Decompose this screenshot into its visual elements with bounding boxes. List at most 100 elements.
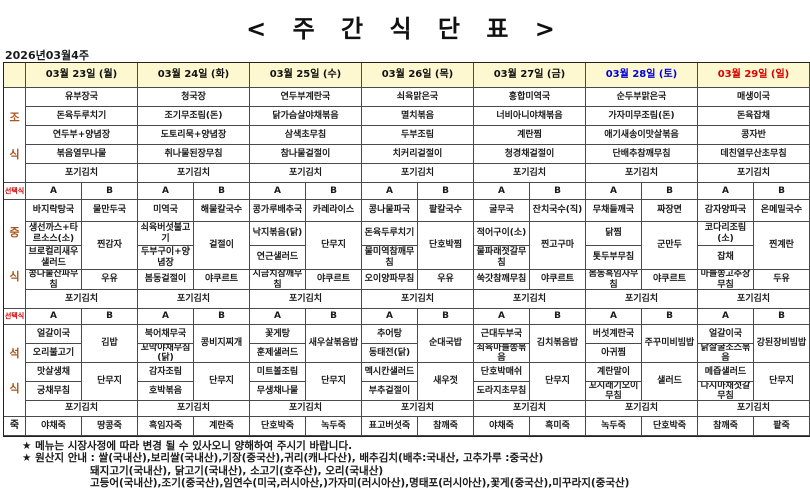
- lunch-b-item: 온메밀국수: [754, 200, 810, 222]
- breakfast-item: 가자미무조림(돈): [586, 107, 698, 126]
- lunch-option-a: 감자양파국 코다리조림(소) 잡채 마늘쫑고추장무침: [698, 200, 754, 290]
- dinner-a-item: 감자조림: [138, 363, 194, 382]
- porridge-row: 단호박죽 녹두죽: [250, 417, 362, 436]
- lunch-option-a: 콩가루배추국 낙지볶음(닭) 연근샐러드 시금치참깨무침: [250, 200, 306, 290]
- lunch-a-item: 콩나물잔파무침: [26, 270, 82, 290]
- breakfast-item: 너비아니야채볶음: [474, 107, 586, 126]
- lunch-a-item: 시금치참깨무침: [250, 270, 306, 290]
- lunch-a-item: 감자양파국: [698, 200, 754, 222]
- dinner-a-item: 오리불고기: [26, 344, 82, 363]
- lunch-a-item: 낙지볶음(닭): [250, 222, 306, 246]
- porridge-item: 야채죽: [26, 417, 82, 436]
- breakfast-item: 포기김치: [250, 164, 362, 183]
- porridge-item: 참깨죽: [418, 417, 474, 436]
- lunch-a-item: 적어구이(소): [474, 222, 530, 246]
- breakfast-item: 포기김치: [26, 164, 138, 183]
- option-a-label: A: [250, 309, 306, 325]
- day-header: 03월 26일 (목): [362, 63, 474, 88]
- option-b-label: B: [530, 309, 586, 325]
- lunch-b-item: 우유: [82, 270, 138, 290]
- select-meal-label-dinner: 선택식: [4, 309, 26, 325]
- dinner-block: 북어채무국 꼬막야채무침(닭) 감자조림 호박볶음 콩비지찌개 단무지: [138, 325, 250, 401]
- lunch-option-a: 굴무국 적어구이(소) 물파래젓갈무침 쑥갓참깨무침: [474, 200, 530, 290]
- lunch-a-item: 물미역참깨무침: [362, 246, 418, 270]
- breakfast-item: 유부장국: [26, 88, 138, 107]
- day-header: 03월 27일 (금): [474, 63, 586, 88]
- dinner-option-a: 추어탕 동태전(닭) 멕시칸샐러드 부추겉절이: [362, 325, 418, 401]
- row-header-lunch: 중 식: [4, 200, 26, 309]
- porridge-item: 야채죽: [474, 417, 530, 436]
- lunch-b-item: 찐고구마: [530, 222, 586, 270]
- day-column-2: 03월 24일 (화) 청국장 조기무조림(돈) 도토리묵+양념장 취나물된장무침 포기김…: [138, 63, 250, 436]
- dinner-b-item: 단무지: [82, 363, 138, 401]
- row-header-dinner: 석 식: [4, 325, 26, 417]
- lunch-b-item: 겉절이: [194, 222, 250, 270]
- breakfast-item: 삼색초무침: [250, 126, 362, 145]
- lunch-a-item: 쇠육버섯불고기: [138, 222, 194, 246]
- lunch-a-item: 연근샐러드: [250, 246, 306, 270]
- breakfast-label-top: 조: [9, 110, 20, 124]
- note-origin-line1: ★ 원산지 안내 : 쌀(국내산),보리쌀(국내산),기장(중국산),귀리(캐나…: [22, 452, 544, 465]
- option-b-label: B: [754, 309, 810, 325]
- lunch-kimchi: 포기김치: [698, 290, 810, 309]
- lunch-block: 미역국 쇠육버섯불고기 두부구이+양념장 봄동겉절이 해물칼국수 겉절이 야쿠르트: [138, 200, 250, 290]
- lunch-b-item: 야쿠르트: [642, 270, 698, 290]
- dinner-option-a: 얼갈이국 오리불고기 맛살생채 궁채무침: [26, 325, 82, 401]
- lunch-kimchi: 포기김치: [250, 290, 362, 309]
- dinner-option-b: 콩비지찌개 단무지: [194, 325, 250, 401]
- lunch-block: 콩가루배추국 낙지볶음(닭) 연근샐러드 시금치참깨무침 카레라이스 단무지 야쿠르트: [250, 200, 362, 290]
- porridge-item: 표고버섯죽: [362, 417, 418, 436]
- breakfast-item: 포기김치: [586, 164, 698, 183]
- day-header: 03월 29일 (일): [698, 63, 810, 88]
- dinner-a-item: 맛살생채: [26, 363, 82, 382]
- breakfast-item: 두부조림: [362, 126, 474, 145]
- breakfast-item: 도토리묵+양념장: [138, 126, 250, 145]
- option-b-label: B: [194, 183, 250, 200]
- lunch-kimchi: 포기김치: [26, 290, 138, 309]
- option-a-label: A: [698, 183, 754, 200]
- option-b-label: B: [530, 183, 586, 200]
- option-a-label: A: [698, 309, 754, 325]
- option-a-label: A: [474, 183, 530, 200]
- breakfast-item: 순두부맑은국: [586, 88, 698, 107]
- row-header-column: 조 식 선택식 중 식 선택식 석 식 죽: [4, 63, 26, 436]
- day-column-1: 03월 23일 (월) 유부장국 돈육두루치기 연두부+양념장 볶음열무나물 포기김치 A B…: [26, 63, 138, 436]
- breakfast-item: 취나물된장무침: [138, 145, 250, 164]
- dinner-a-item: 호박볶음: [138, 382, 194, 401]
- lunch-a-item: 무채들깨국: [586, 200, 642, 222]
- lunch-b-item: 물만두국: [82, 200, 138, 222]
- row-header-porridge: 죽: [4, 417, 26, 436]
- lunch-option-b: 물만두국 찐감자 우유: [82, 200, 138, 290]
- breakfast-item: 돈육두루치기: [26, 107, 138, 126]
- lunch-b-item: 단무지: [306, 222, 362, 270]
- weekly-menu-table: 조 식 선택식 중 식 선택식 석 식 죽 03월 23일 (월) 유부장국 돈육두…: [3, 62, 810, 437]
- dinner-kimchi: 포기김치: [138, 401, 250, 417]
- lunch-b-item: 야쿠르트: [530, 270, 586, 290]
- day-column-6: 03월 28일 (토) 순두부맑은국 가자미무조림(돈) 애기새송이맛살볶음 단배추참깨…: [586, 63, 698, 436]
- dinner-a-item: 아귀찜: [586, 344, 642, 363]
- dinner-block: 얼갈이국 오리불고기 맛살생채 궁채무침 김밥 단무지: [26, 325, 138, 401]
- day-header: 03월 24일 (화): [138, 63, 250, 88]
- breakfast-item: 연두부+양념장: [26, 126, 138, 145]
- porridge-item: 단호박죽: [250, 417, 306, 436]
- option-b-label: B: [418, 309, 474, 325]
- breakfast-item: 볶음열무나물: [26, 145, 138, 164]
- lunch-a-item: 돈육두루치기: [362, 222, 418, 246]
- breakfast-item: 쇠육맑은국: [362, 88, 474, 107]
- option-a-label: A: [138, 309, 194, 325]
- dinner-a-item: 계란말이: [586, 363, 642, 382]
- option-b-label: B: [194, 309, 250, 325]
- porridge-item: 계란죽: [194, 417, 250, 436]
- breakfast-label-bottom: 식: [9, 147, 20, 161]
- lunch-option-a: 콩나물파국 돈육두루치기 물미역참깨무침 오이양파무침: [362, 200, 418, 290]
- day-header: 03월 23일 (월): [26, 63, 138, 88]
- breakfast-item: 청국장: [138, 88, 250, 107]
- lunch-b-item: 야쿠르트: [306, 270, 362, 290]
- porridge-item: 참깨죽: [698, 417, 754, 436]
- lunch-kimchi: 포기김치: [586, 290, 698, 309]
- corner-cell: [4, 63, 26, 88]
- dinner-option-b: 순대국밥 새우젓: [418, 325, 474, 401]
